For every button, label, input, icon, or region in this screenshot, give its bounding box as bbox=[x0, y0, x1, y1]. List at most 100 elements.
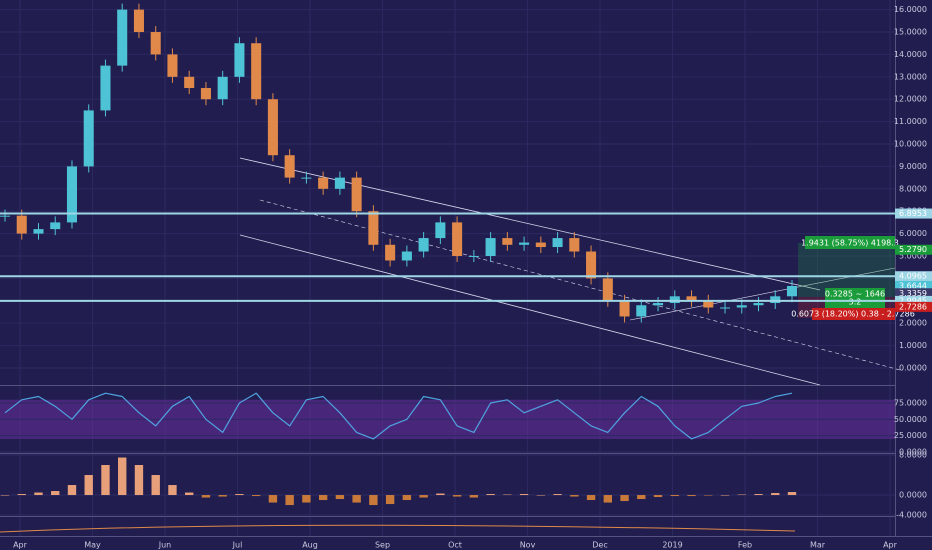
macd-bar bbox=[771, 493, 780, 496]
indicator-line bbox=[0, 524, 796, 533]
candle bbox=[167, 54, 178, 77]
macd-bar bbox=[503, 494, 512, 496]
candle bbox=[133, 9, 144, 33]
y-tick-label: 12.0000 bbox=[894, 95, 927, 104]
candle bbox=[452, 222, 463, 256]
y-tick-label: 16.0000 bbox=[894, 5, 927, 14]
macd-bar bbox=[185, 492, 194, 496]
candle bbox=[703, 300, 714, 308]
macd-bar bbox=[603, 495, 612, 503]
y-tick-label: 25.0000 bbox=[894, 431, 927, 440]
candle bbox=[519, 242, 530, 245]
macd-bar bbox=[419, 495, 428, 498]
candle bbox=[200, 88, 211, 100]
stop-label-box bbox=[812, 308, 895, 320]
price-level-box bbox=[895, 288, 932, 299]
macd-bar bbox=[385, 495, 395, 505]
price-level-label: 6.8953 bbox=[899, 209, 927, 218]
macd-bar bbox=[787, 492, 797, 496]
macd-bar bbox=[687, 495, 696, 497]
macd-bar bbox=[268, 495, 278, 503]
candle bbox=[435, 222, 446, 239]
macd-bar bbox=[134, 465, 144, 496]
macd-bar bbox=[754, 494, 763, 496]
y-tick-label: 50.0000 bbox=[894, 415, 927, 424]
x-tick-label: 2019 bbox=[662, 541, 682, 550]
candle bbox=[770, 296, 781, 304]
y-tick-label: 6.0000 bbox=[899, 229, 927, 238]
candle bbox=[786, 286, 798, 297]
x-tick-label: Dec bbox=[592, 541, 607, 550]
candle bbox=[468, 255, 479, 257]
panel-divider bbox=[0, 385, 895, 386]
candle bbox=[753, 303, 764, 306]
panel-divider bbox=[0, 536, 932, 537]
ratio-value: 3.2 bbox=[849, 298, 862, 307]
candle bbox=[602, 278, 613, 301]
macd-bar bbox=[570, 495, 579, 497]
y-tick-label: 2.0000 bbox=[899, 319, 927, 328]
candle bbox=[586, 251, 597, 279]
stoch-line bbox=[4, 392, 793, 440]
y-tick-label: 10.0000 bbox=[894, 140, 927, 149]
price-level-box bbox=[895, 280, 932, 291]
price-level-label: 5.2790 bbox=[899, 245, 927, 254]
y-tick-label: 13.0000 bbox=[894, 72, 927, 81]
candle bbox=[485, 238, 496, 256]
candle bbox=[0, 215, 11, 217]
candle bbox=[653, 303, 664, 306]
macd-bar bbox=[51, 491, 60, 496]
price-level-label: 2.7286 bbox=[899, 302, 927, 311]
macd-bar bbox=[151, 475, 160, 496]
macd-bar bbox=[84, 475, 93, 496]
y-tick-label: -4.0000 bbox=[896, 511, 927, 520]
candle bbox=[33, 229, 44, 234]
panel-divider bbox=[0, 516, 895, 517]
candle bbox=[150, 32, 161, 55]
candle bbox=[318, 177, 329, 189]
candle bbox=[619, 300, 630, 317]
macd-bar bbox=[118, 457, 127, 496]
x-tick-label: Nov bbox=[520, 541, 536, 550]
y-tick-label: 11.0000 bbox=[894, 117, 927, 126]
price-level-box bbox=[895, 208, 932, 219]
macd-bar bbox=[0, 495, 10, 496]
candle bbox=[736, 305, 747, 308]
candle bbox=[535, 242, 546, 248]
macd-bar bbox=[34, 492, 43, 496]
macd-bar bbox=[637, 495, 646, 500]
y-tick-label: 5.0000 bbox=[899, 251, 927, 260]
macd-bar bbox=[218, 495, 227, 497]
candle bbox=[234, 43, 245, 77]
target-label-box bbox=[805, 236, 895, 249]
x-tick-label: Mar bbox=[810, 541, 826, 550]
candle bbox=[66, 166, 78, 223]
y-tick-label: 8.0000 bbox=[899, 184, 927, 193]
trend-line bbox=[239, 234, 821, 386]
price-level-label: 3.3359 bbox=[899, 289, 927, 298]
macd-bar bbox=[586, 495, 596, 501]
candle bbox=[301, 177, 312, 179]
macd-bar bbox=[620, 495, 629, 502]
y-tick-label: 75.0000 bbox=[894, 399, 927, 408]
macd-bar bbox=[352, 495, 361, 503]
stop-label: 0.6073 (18.20%) 0.38 - 2.7286 bbox=[791, 310, 915, 319]
macd-bar bbox=[67, 485, 77, 496]
candle bbox=[385, 244, 396, 261]
candle bbox=[83, 110, 94, 167]
price-level-box bbox=[895, 271, 932, 282]
candle bbox=[569, 238, 580, 252]
macd-bar bbox=[704, 495, 713, 496]
candle bbox=[636, 305, 647, 317]
macd-bar bbox=[101, 465, 110, 496]
y-tick-label: 0.0000 bbox=[899, 448, 927, 457]
marks bbox=[0, 3, 798, 506]
candle bbox=[351, 177, 362, 212]
price-level-box bbox=[895, 244, 932, 255]
candle bbox=[267, 99, 278, 156]
ratio-label-box bbox=[825, 288, 885, 308]
macd-bar bbox=[653, 495, 663, 498]
target-label: 1.9431 (58.75%) 4198.3 bbox=[801, 239, 899, 248]
